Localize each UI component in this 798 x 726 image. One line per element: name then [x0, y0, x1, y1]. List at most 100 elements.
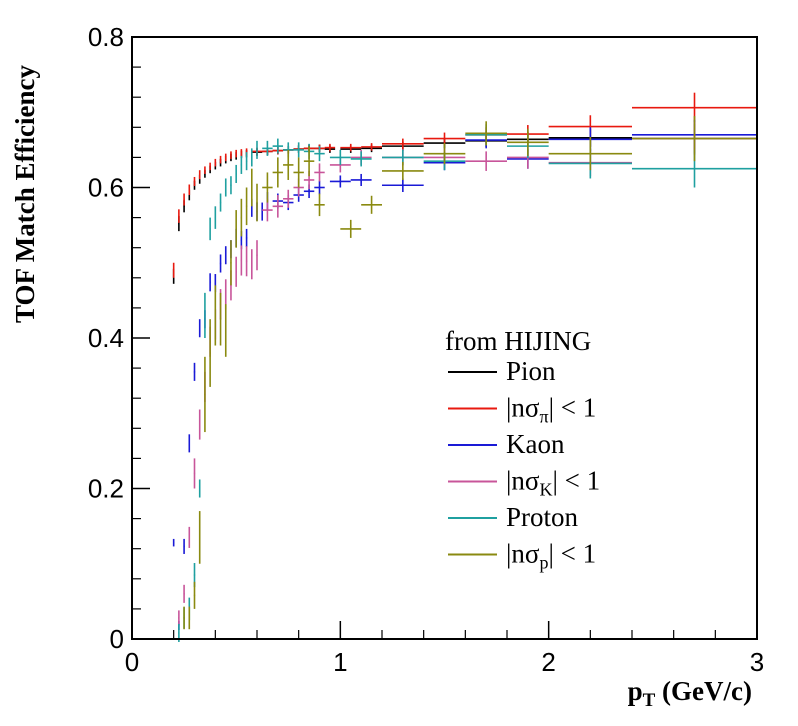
data-point — [219, 155, 222, 164]
data-point — [245, 187, 248, 226]
data-point — [235, 256, 237, 287]
data-point — [382, 178, 424, 193]
data-point — [272, 157, 284, 188]
y-tick-label: 0.8 — [88, 22, 124, 52]
data-point — [235, 149, 237, 158]
data-point — [193, 458, 196, 489]
series-1 — [172, 92, 757, 278]
data-point — [507, 128, 549, 156]
data-point — [198, 170, 201, 180]
y-axis-title: TOF Match Efficiency — [10, 65, 40, 323]
data-point — [314, 146, 325, 162]
legend-entry: Pion — [448, 356, 556, 386]
data-point — [303, 146, 315, 177]
data-point — [256, 183, 258, 222]
data-point — [224, 153, 227, 162]
data-point — [193, 176, 196, 186]
data-point — [548, 137, 632, 171]
y-tick-label: 0 — [110, 624, 124, 654]
data-point — [188, 184, 191, 196]
legend-label: |nσK| < 1 — [506, 466, 600, 500]
data-point — [350, 173, 372, 186]
data-point — [230, 151, 232, 159]
legend-entry: Kaon — [448, 429, 565, 459]
data-point — [230, 240, 232, 286]
axis-ticks: 0 1 2 3 0 0.2 0.4 0.6 0.8 — [88, 22, 764, 677]
data-point — [198, 511, 201, 564]
data-point — [172, 538, 175, 547]
data-point — [324, 143, 336, 152]
series-0 — [172, 123, 757, 284]
data-point — [193, 362, 196, 381]
data-point — [224, 178, 227, 197]
data-point — [245, 246, 248, 277]
legend-label: Kaon — [506, 429, 565, 459]
legend-label: |nσπ| < 1 — [506, 393, 596, 427]
data-point — [245, 228, 248, 247]
series-3 — [178, 122, 757, 626]
data-point — [209, 162, 211, 171]
x-tick-label: 2 — [541, 647, 555, 677]
data-point — [340, 219, 362, 238]
data-point — [465, 151, 507, 171]
data-point — [204, 356, 206, 433]
legend-entry: |nσp| < 1 — [448, 539, 596, 573]
legend-title: from HIJING — [445, 326, 591, 356]
data-point — [283, 149, 294, 180]
data-point — [198, 409, 201, 440]
data-point — [240, 149, 243, 157]
legend-label: |nσp| < 1 — [506, 539, 596, 573]
x-axis-title-main: p — [628, 676, 643, 706]
data-point — [172, 262, 175, 278]
data-point — [256, 140, 258, 159]
x-tick-label: 1 — [333, 647, 347, 677]
data-point — [245, 152, 248, 171]
data-point — [240, 198, 243, 237]
data-point — [250, 249, 253, 280]
y-tick-label: 0.2 — [88, 474, 124, 504]
x-axis-title-unit: (GeV/c) — [655, 676, 752, 706]
y-tick-label: 0.4 — [88, 323, 124, 353]
data-point — [329, 149, 351, 165]
data-point — [193, 581, 196, 609]
series-2 — [172, 119, 757, 630]
x-axis-title-sub: T — [643, 690, 656, 711]
data-point — [188, 434, 191, 453]
data-point — [340, 143, 362, 152]
series-4 — [178, 124, 757, 643]
data-point — [293, 157, 304, 188]
data-point — [214, 158, 217, 167]
data-point — [183, 538, 185, 554]
data-point — [283, 189, 294, 208]
data-point — [262, 140, 273, 156]
y-tick-label: 0.6 — [88, 173, 124, 203]
legend-entry: |nσπ| < 1 — [448, 393, 596, 427]
data-point — [423, 132, 466, 145]
data-point — [261, 202, 264, 221]
legend-label: Pion — [506, 356, 556, 386]
data-point — [198, 319, 201, 338]
data-point — [204, 166, 206, 174]
series-layer — [172, 92, 757, 643]
data-point — [219, 193, 222, 212]
data-point — [178, 209, 180, 223]
data-point — [361, 195, 382, 214]
data-point — [256, 240, 258, 271]
data-point — [423, 143, 466, 165]
data-point — [219, 254, 222, 273]
data-point — [293, 142, 304, 158]
data-point — [272, 195, 284, 218]
x-axis-title: pT (GeV/c) — [628, 676, 752, 711]
data-point — [329, 175, 351, 188]
x-tick-label: 0 — [125, 647, 139, 677]
data-point — [209, 217, 211, 241]
data-point — [361, 143, 382, 151]
data-point — [240, 155, 243, 174]
data-point — [465, 121, 507, 146]
data-point — [314, 193, 325, 217]
data-point — [382, 138, 424, 150]
legend-entry: Proton — [448, 502, 579, 532]
data-point — [314, 180, 325, 195]
